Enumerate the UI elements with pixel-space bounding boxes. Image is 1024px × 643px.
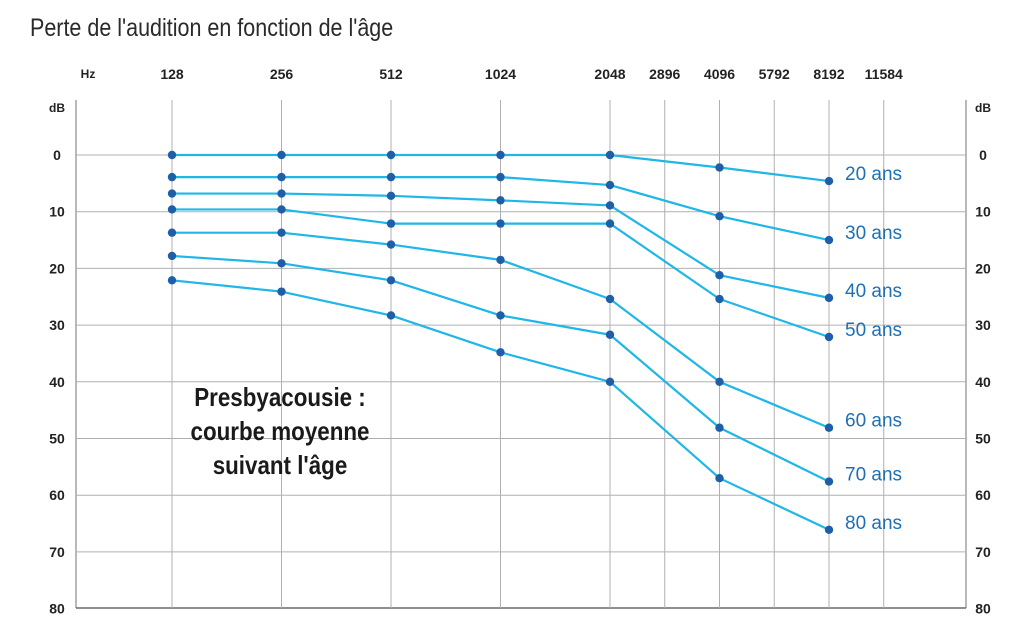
data-point <box>167 228 177 237</box>
x-unit-label: Hz <box>81 67 96 81</box>
data-point <box>167 205 177 214</box>
series-label: 40 ans <box>845 281 902 302</box>
data-point <box>386 219 396 228</box>
y-tick-label-right: 50 <box>975 431 991 447</box>
data-point <box>386 191 396 201</box>
data-point <box>824 293 834 303</box>
data-point <box>824 477 834 486</box>
data-point <box>715 473 724 483</box>
data-point <box>824 235 834 245</box>
data-point <box>167 276 177 285</box>
x-tick-label: 2896 <box>649 66 680 82</box>
data-point <box>277 287 286 296</box>
data-point <box>715 163 724 172</box>
data-point <box>496 172 505 182</box>
x-tick-label: 5792 <box>759 66 790 82</box>
data-point <box>167 172 177 182</box>
data-point <box>715 423 724 432</box>
data-point <box>167 150 177 160</box>
x-axis-ticks: Hz 128 256 512 1024 2048 2896 4096 5792 8192 11584 <box>81 66 903 82</box>
y-tick-label-left: 70 <box>49 544 65 560</box>
y-unit-label-right: dB <box>975 101 991 115</box>
data-point <box>824 423 834 432</box>
data-point <box>386 172 396 182</box>
series-label: 50 ans <box>845 320 902 341</box>
data-point <box>496 348 505 357</box>
data-point <box>277 205 286 214</box>
y-tick-label-left: 50 <box>49 431 65 447</box>
data-point <box>386 240 396 249</box>
y-tick-label-right: 10 <box>975 204 991 220</box>
data-point <box>824 176 834 186</box>
data-point <box>277 189 286 198</box>
series-label: 60 ans <box>845 411 902 432</box>
x-tick-label: 4096 <box>704 66 735 82</box>
data-point <box>715 271 724 280</box>
data-point <box>277 259 286 268</box>
data-point <box>715 377 724 386</box>
data-point <box>605 294 615 304</box>
grid <box>75 100 967 609</box>
presbyacousie-annotation: Presbyacousie : courbe moyenne suivant l… <box>168 380 392 482</box>
y-tick-label-right: 70 <box>975 544 991 560</box>
data-point <box>824 332 834 342</box>
data-point <box>167 251 177 261</box>
data-point <box>277 150 286 160</box>
y-tick-label-left: 30 <box>49 317 65 333</box>
y-tick-label-right: 40 <box>975 374 991 390</box>
x-tick-label: 11584 <box>865 66 903 82</box>
series-labels: 20 ans 30 ans 40 ans 50 ans 60 ans 70 ans 80 a… <box>845 164 902 534</box>
y-tick-label-right: 30 <box>975 317 991 333</box>
y-tick-label-left: 20 <box>49 260 65 276</box>
data-point <box>605 377 615 386</box>
annotation-line-3: suivant l'âge <box>212 450 348 480</box>
data-point <box>605 219 615 228</box>
data-point <box>496 219 505 228</box>
annotation-line-2: courbe moyenne <box>190 416 370 446</box>
y-tick-label-left: 10 <box>49 204 65 220</box>
chart-title: Perte de l'audition en fonction de l'âge <box>30 14 394 42</box>
series-label: 70 ans <box>845 465 902 486</box>
y-tick-label-right: 0 <box>979 147 987 163</box>
x-tick-label: 2048 <box>594 66 625 82</box>
data-point <box>386 276 396 285</box>
annotation-line-1: Presbyacousie : <box>194 382 366 412</box>
y-tick-label-left: 60 <box>49 487 65 503</box>
data-point <box>496 255 505 265</box>
x-tick-label: 128 <box>160 66 184 82</box>
data-point <box>277 228 286 237</box>
series-label: 30 ans <box>845 223 902 244</box>
data-point <box>386 311 396 320</box>
y-tick-label-left: 80 <box>49 601 65 617</box>
data-point <box>715 294 724 304</box>
data-point <box>496 150 505 160</box>
y-tick-label-right: 20 <box>975 260 991 276</box>
x-tick-label: 8192 <box>813 66 844 82</box>
series-label: 80 ans <box>845 513 902 534</box>
data-point <box>605 201 615 210</box>
series-label: 20 ans <box>845 164 902 185</box>
data-point <box>496 196 505 205</box>
x-tick-label: 256 <box>270 66 294 82</box>
data-point <box>605 150 615 160</box>
x-tick-label: 1024 <box>485 66 516 82</box>
data-point <box>605 180 615 190</box>
y-axis-ticks: dB dB 0 0 10 10 20 20 30 30 40 40 50 50 60 60 70 70 80 80 <box>49 101 991 617</box>
data-point <box>386 150 396 160</box>
y-tick-label-right: 60 <box>975 487 991 503</box>
data-point <box>715 212 724 221</box>
data-point <box>496 311 505 320</box>
data-point <box>167 189 177 198</box>
data-point <box>824 525 834 534</box>
x-tick-label: 512 <box>379 66 403 82</box>
y-unit-label-left: dB <box>49 101 65 115</box>
y-tick-label-left: 0 <box>53 147 61 163</box>
series-lines <box>167 150 834 534</box>
y-tick-label-right: 80 <box>975 601 991 617</box>
data-point <box>277 172 286 182</box>
data-point <box>605 330 615 339</box>
y-tick-label-left: 40 <box>49 374 65 390</box>
